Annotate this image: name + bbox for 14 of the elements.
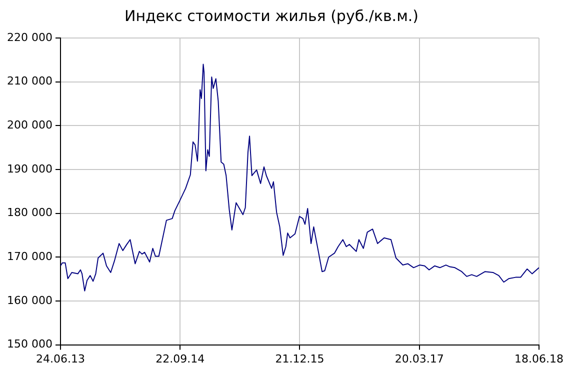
y-tick-label: 200 000 <box>6 118 52 132</box>
y-tick-label: 210 000 <box>6 74 52 88</box>
y-tick-label: 150 000 <box>6 338 52 351</box>
x-tick-label: 20.03.17 <box>394 352 444 366</box>
y-tick-label: 170 000 <box>6 250 52 263</box>
x-tick-label: 22.09.14 <box>156 352 205 366</box>
x-tick-label: 18.06.18 <box>514 352 564 366</box>
y-tick-label: 220 000 <box>6 30 52 44</box>
y-tick-label: 190 000 <box>6 162 52 176</box>
y-tick-label: 160 000 <box>6 294 52 307</box>
chart-title: Индекс стоимости жилья (руб./кв.м.) <box>124 6 419 25</box>
x-tick-label: 24.06.13 <box>36 352 85 366</box>
y-tick-label: 180 000 <box>6 206 52 220</box>
x-tick-label: 21.12.15 <box>275 352 324 366</box>
